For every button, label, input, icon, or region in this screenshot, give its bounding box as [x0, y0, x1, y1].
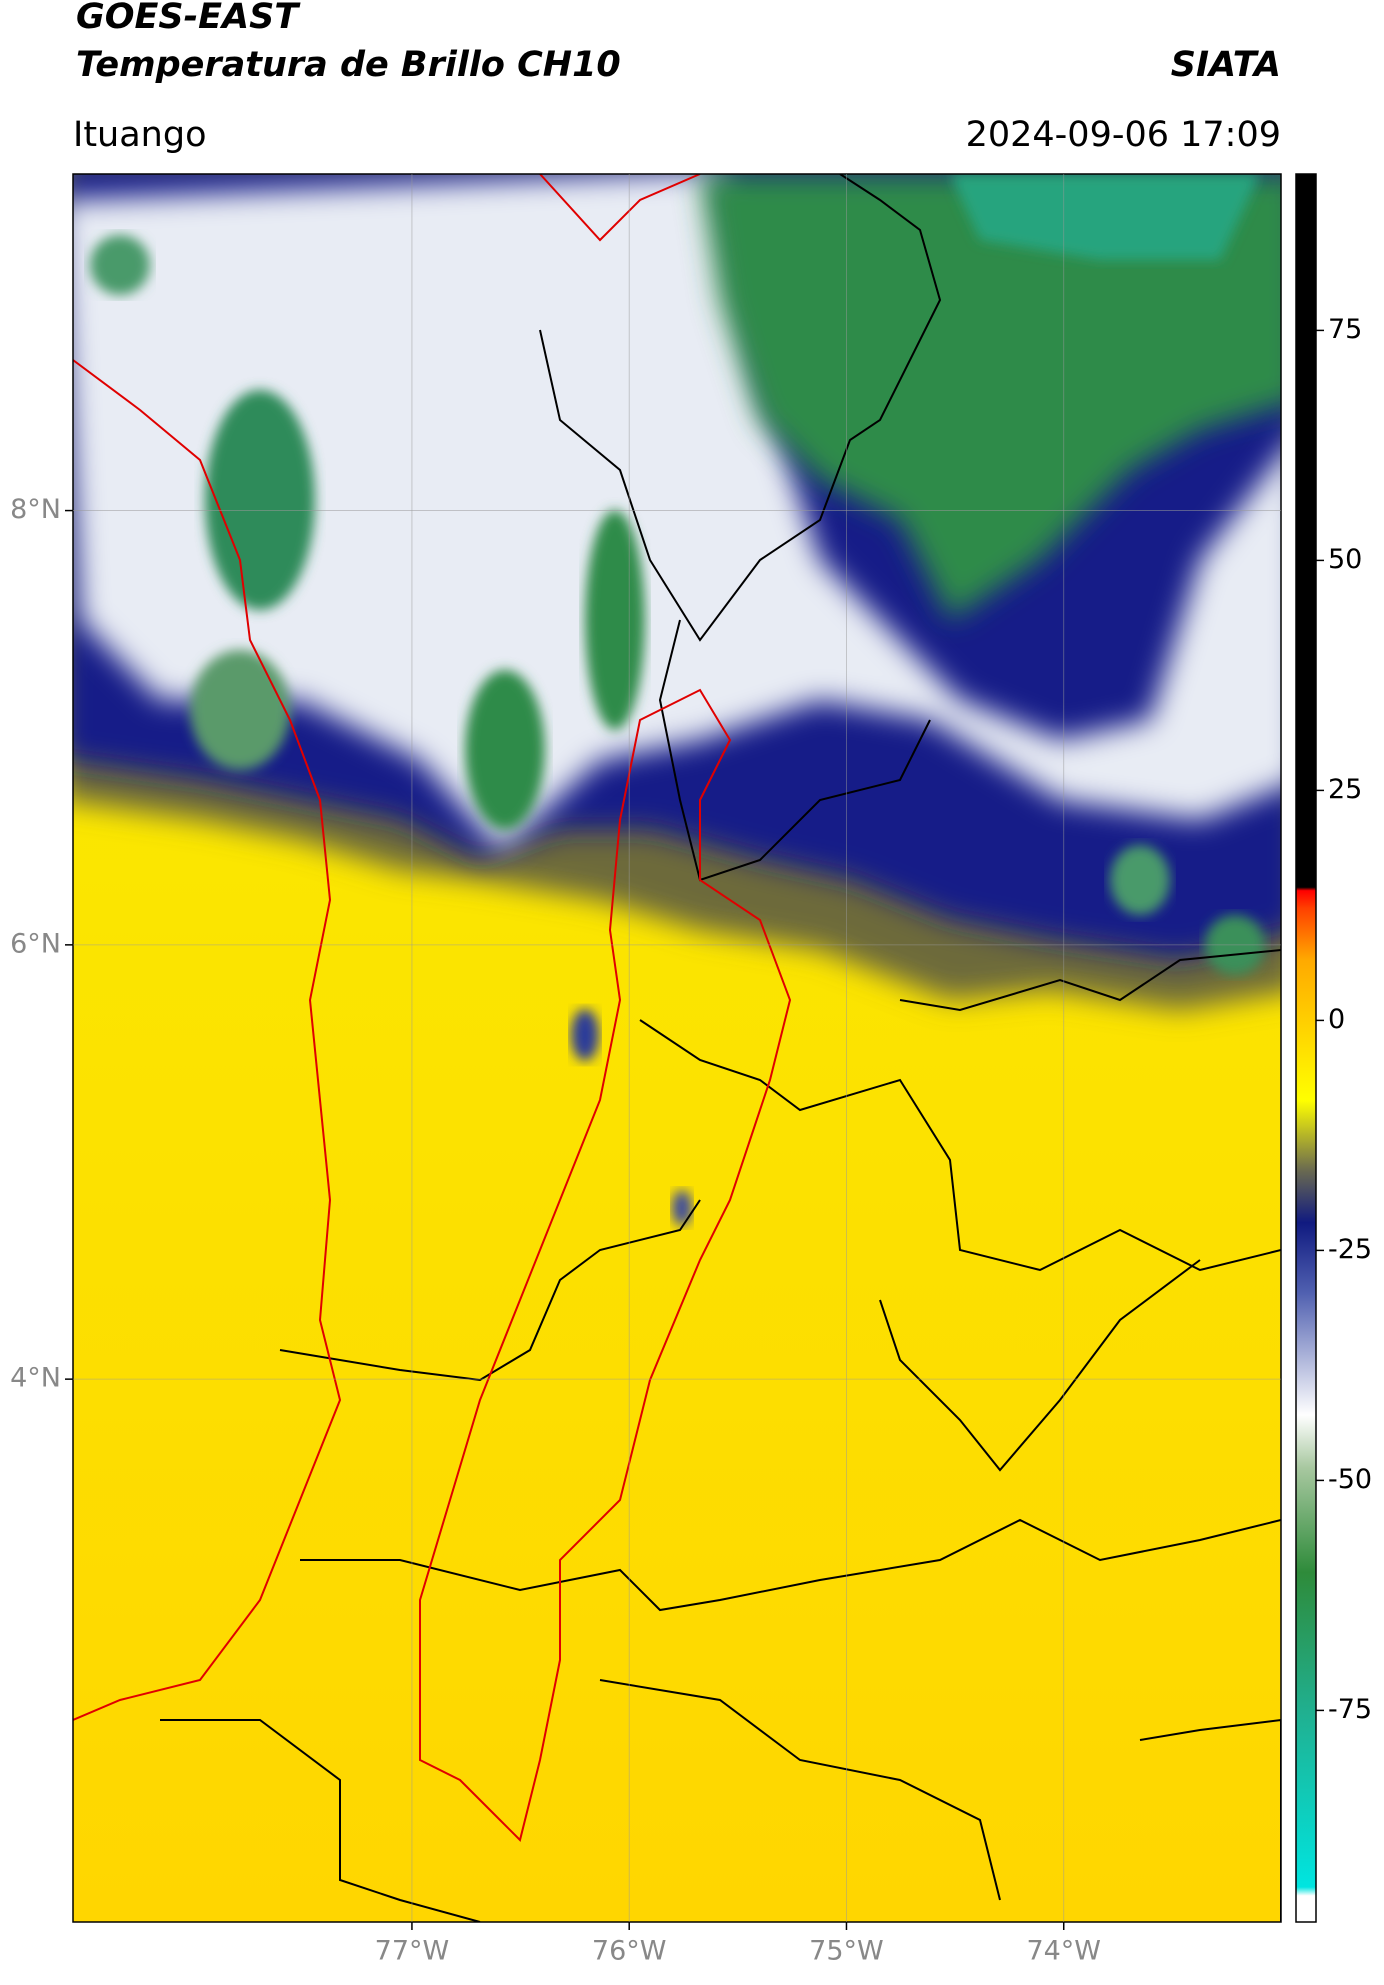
title: Temperatura de Brillo CH10 [76, 45, 621, 85]
colorbar [1295, 173, 1317, 1923]
boundaries [160, 174, 1281, 1922]
map-frame [72, 173, 1282, 1923]
satellite: GOES-EAST [76, 0, 301, 37]
y-tick-label: 6°N [10, 928, 61, 959]
colorbar-tick-label: -25 [1328, 1234, 1372, 1265]
colorbar-tick-label: 50 [1328, 544, 1362, 575]
x-tick-label: 77°W [375, 1936, 450, 1967]
region: Ituango [73, 115, 207, 155]
y-tick-label: 8°N [10, 494, 61, 525]
x-tick-label: 75°W [809, 1936, 884, 1967]
colorbar-tick-label: 25 [1328, 774, 1362, 805]
timestamp: 2024-09-06 17:09 [966, 115, 1281, 155]
colorbar-tick-label: 0 [1328, 1004, 1345, 1035]
satellite-image [73, 174, 1281, 1922]
colorbar-tick-label: 75 [1328, 314, 1362, 345]
x-tick-label: 76°W [592, 1936, 667, 1967]
colorbar-tick-label: -75 [1328, 1694, 1372, 1725]
y-tick-label: 4°N [10, 1363, 61, 1394]
region-outline [73, 174, 792, 1842]
colorbar-tick-label: -50 [1328, 1464, 1372, 1495]
source: SIATA [1171, 45, 1281, 85]
x-tick-label: 74°W [1026, 1936, 1101, 1967]
